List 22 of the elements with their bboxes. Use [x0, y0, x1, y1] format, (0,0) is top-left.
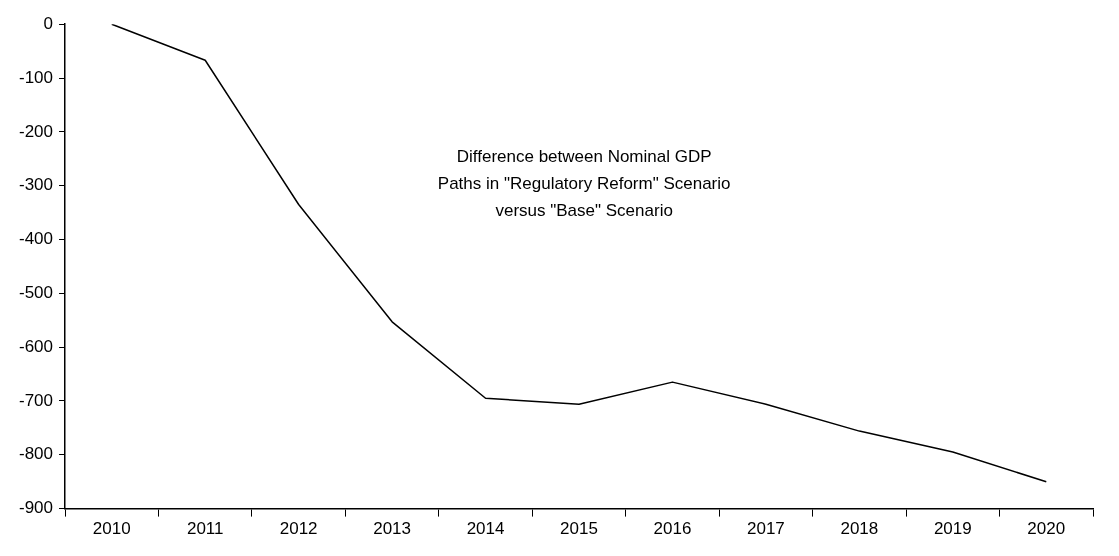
y-tick-label: 0 — [43, 13, 54, 33]
y-tick-label: -400 — [18, 229, 54, 249]
y-tick-label: -800 — [18, 444, 54, 464]
y-tick-label: -500 — [18, 283, 54, 302]
x-tick-label: 2015 — [560, 519, 598, 539]
x-tick-label: 2017 — [747, 519, 785, 539]
y-tick-label: -300 — [18, 175, 54, 195]
x-tick-label: 2018 — [840, 519, 879, 539]
y-tick-label: -600 — [18, 336, 54, 356]
x-tick-label: 2011 — [186, 519, 224, 539]
x-tick-label: 2014 — [466, 519, 505, 539]
x-tick-label: 2016 — [653, 519, 692, 539]
y-tick-label: -700 — [18, 390, 54, 410]
x-tick-label: 2010 — [92, 519, 131, 539]
x-tick-label: 2013 — [373, 519, 412, 539]
y-tick-label: -900 — [18, 498, 54, 518]
text: Difference between Nominal GDP Paths in "Regulatory Reform" Scenario versus "Base" Scenario — [437, 146, 731, 220]
x-tick-label: 2019 — [933, 519, 972, 539]
x-tick-label: 2012 — [279, 519, 318, 539]
y-tick-label: -100 — [18, 67, 54, 87]
y-tick-label: -200 — [18, 121, 54, 141]
x-tick-label: 2020 — [1027, 519, 1066, 539]
